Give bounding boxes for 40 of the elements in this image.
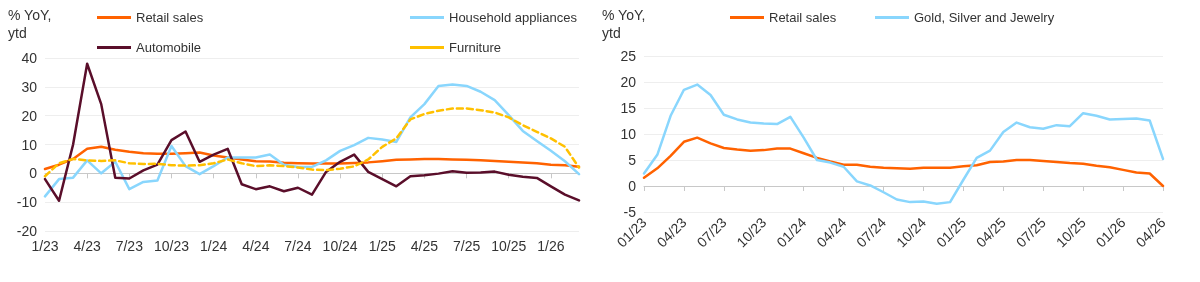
x-tick-label: 10/23: [153, 238, 190, 254]
y-tick-label: 15: [620, 100, 637, 116]
x-tick-label: 7/25: [452, 238, 481, 254]
y-tick-label: 25: [620, 48, 637, 64]
x-tick-label: 4/25: [410, 238, 439, 254]
y-axis-title: % YoY, ytd: [8, 7, 52, 41]
y-axis-title: % YoY, ytd: [602, 7, 646, 41]
line-series: [43, 83, 581, 198]
y-tick-label: -5: [623, 204, 637, 220]
y-tick-label: 30: [21, 78, 38, 95]
line-series: [642, 83, 1165, 205]
y-tick-label: 20: [21, 107, 38, 124]
y-tick-label: -20: [16, 223, 38, 239]
x-tick-label: 4/24: [242, 238, 270, 254]
line-series: [43, 107, 581, 178]
legend-label: Retail sales: [769, 10, 837, 25]
y-tick-label: 0: [29, 165, 38, 182]
legend-label: Household appliances: [449, 10, 578, 25]
x-tick-label: 10/25: [491, 238, 527, 254]
y-tick-label: 0: [628, 178, 637, 194]
legend-label: Furniture: [449, 40, 502, 55]
x-tick-label: 1/24: [200, 238, 228, 254]
x-tick-label: 1/26: [537, 238, 565, 254]
y-tick-label: 10: [21, 136, 38, 153]
x-tick-label: 7/24: [284, 238, 312, 254]
y-tick-label: 5: [628, 152, 637, 168]
y-tick-label: 40: [21, 50, 38, 66]
y-tick-label: 20: [620, 74, 637, 90]
y-tick-label: 10: [620, 126, 637, 142]
legend-label: Automobile: [136, 40, 202, 55]
legend-label: Retail sales: [136, 10, 204, 25]
line-series: [43, 62, 581, 202]
x-tick-label: 10/24: [322, 238, 358, 254]
y-tick-label: -10: [16, 194, 38, 211]
x-tick-label: 7/23: [115, 238, 144, 254]
line-series: [642, 136, 1165, 188]
x-tick-label: 1/25: [368, 238, 397, 254]
x-tick-label: 4/23: [73, 238, 101, 254]
x-tick-label: 1/23: [31, 238, 59, 254]
legend-label: Gold, Silver and Jewelry: [914, 10, 1055, 25]
